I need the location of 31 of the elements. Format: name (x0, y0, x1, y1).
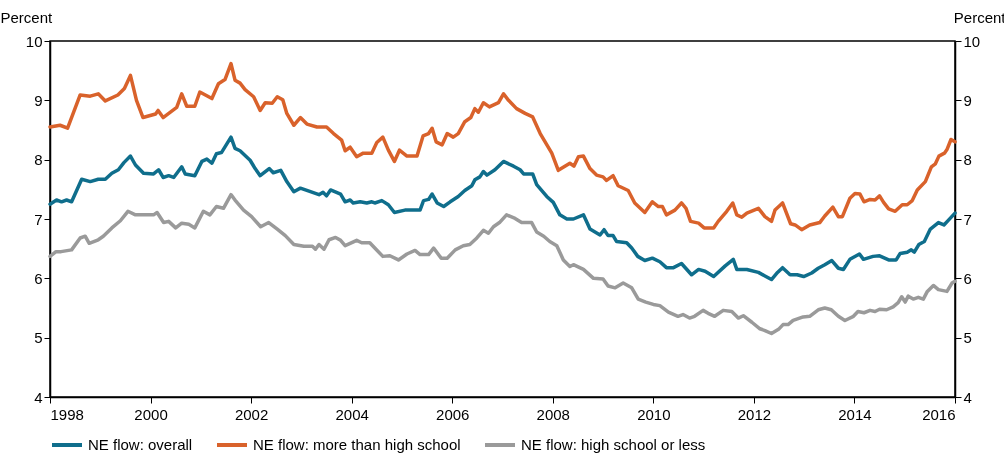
x-tick-label: 2004 (335, 405, 369, 423)
y-tick-label: 5 (34, 329, 43, 347)
legend-label: NE flow: more than high school (253, 436, 461, 453)
x-tick-label: 2008 (536, 405, 570, 423)
x-tick-label: 1998 (50, 405, 84, 423)
line-series (48, 135, 957, 282)
y2-tick-label: 9 (963, 91, 972, 109)
y-tick-label: 4 (34, 388, 43, 406)
x-tick-label: 2006 (436, 405, 470, 423)
y2-tick-label: 6 (963, 269, 972, 287)
y-tick-label: 9 (34, 91, 43, 109)
line-series (48, 61, 957, 232)
y2-tick-label: 7 (963, 210, 972, 228)
y-tick-label: 6 (34, 269, 43, 287)
x-tick-label: 2000 (134, 405, 168, 423)
y-axis-title: Percent (0, 8, 54, 26)
y-tick-label: 7 (34, 210, 43, 228)
y2-tick-label: 5 (963, 329, 972, 347)
legend-label: NE flow: high school or less (521, 436, 706, 453)
line-series (48, 192, 957, 336)
y2-tick-label: 10 (963, 32, 981, 50)
x-tick-label: 2002 (234, 405, 269, 423)
x-tick-label: 2012 (737, 405, 772, 423)
x-tick-label: 2016 (922, 405, 956, 423)
legend-label: NE flow: overall (88, 436, 193, 453)
x-tick-label: 2014 (838, 405, 872, 423)
y2-tick-label: 8 (963, 151, 972, 169)
y-tick-label: 8 (34, 151, 43, 169)
y-tick-label: 10 (25, 32, 43, 50)
y2-tick-label: 4 (963, 388, 972, 406)
x-tick-label: 2010 (637, 405, 671, 423)
